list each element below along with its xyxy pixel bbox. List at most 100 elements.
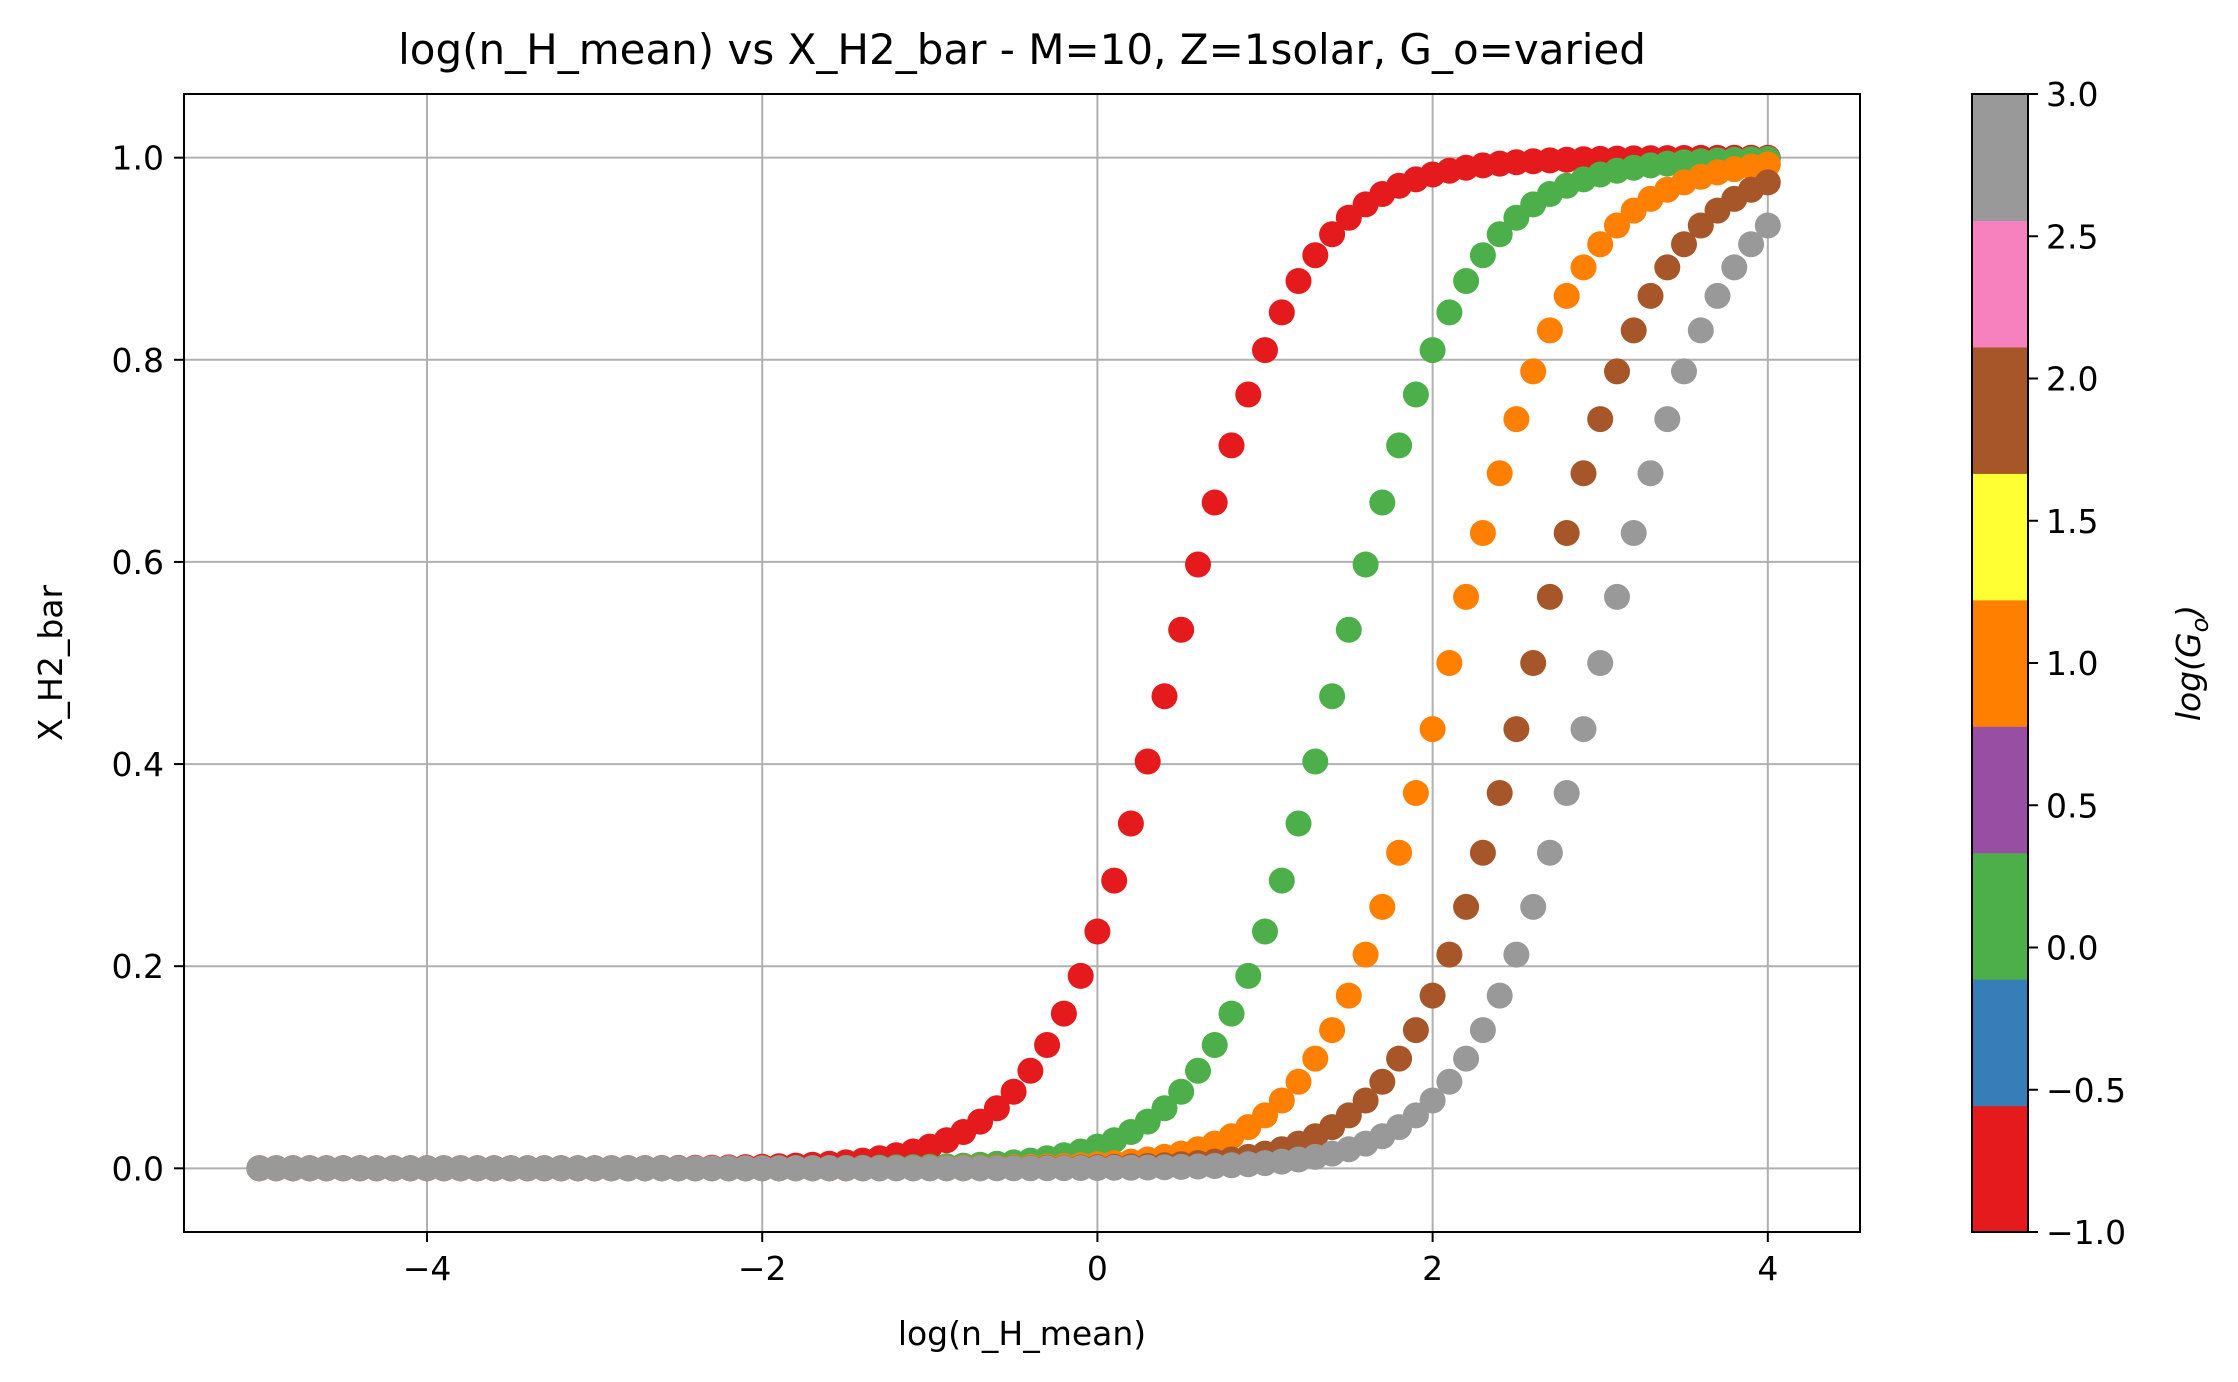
scatter-point xyxy=(1218,432,1245,459)
scatter-point xyxy=(1536,317,1563,344)
y-tick-label: 0.4 xyxy=(112,745,164,784)
scatter-point xyxy=(1101,867,1128,894)
scatter-point xyxy=(1553,520,1580,546)
colorbar-segment xyxy=(1972,852,2028,980)
scatter-point xyxy=(1687,317,1714,344)
colorbar-tick-label: 2.5 xyxy=(2046,217,2098,256)
scatter-point xyxy=(1671,358,1697,385)
scatter-point xyxy=(1570,254,1597,281)
scatter-point xyxy=(1503,716,1530,743)
scatter-point xyxy=(1050,1000,1077,1027)
scatter-point xyxy=(1302,242,1329,269)
scatter-point xyxy=(1671,231,1697,258)
scatter-point xyxy=(1738,231,1765,258)
x-tick-label: −2 xyxy=(738,1249,787,1288)
scatter-point xyxy=(1587,231,1614,258)
colorbar-segment xyxy=(1972,94,2028,222)
colorbar-tick-label: 0.5 xyxy=(2046,786,2098,825)
scatter-point xyxy=(1352,551,1379,578)
x-tick-label: −4 xyxy=(403,1249,452,1288)
scatter-point xyxy=(1402,1017,1429,1044)
colorbar-segment xyxy=(1972,473,2028,601)
scatter-point xyxy=(1084,918,1111,945)
scatter-point xyxy=(1436,299,1463,326)
scatter-point xyxy=(1486,221,1513,248)
scatter-point xyxy=(1117,810,1144,837)
scatter-point xyxy=(1604,212,1630,239)
plot-frame xyxy=(183,93,1861,1233)
scatter-point xyxy=(1386,1045,1413,1072)
scatter-point xyxy=(1553,282,1580,309)
colorbar-segment xyxy=(1972,979,2028,1107)
scatter-point xyxy=(1134,748,1161,775)
scatter-point xyxy=(1218,1000,1245,1027)
scatter-point xyxy=(1570,460,1597,487)
x-axis-label: log(n_H_mean) xyxy=(898,1314,1146,1353)
scatter-point xyxy=(1235,381,1262,408)
scatter-point xyxy=(1469,839,1496,866)
scatter-point xyxy=(1469,520,1496,546)
scatter-point xyxy=(1252,918,1278,945)
colorbar-segment xyxy=(1972,1105,2028,1233)
scatter-point xyxy=(1285,1068,1312,1095)
scatter-point xyxy=(1201,1032,1228,1058)
colorbar-segment xyxy=(1972,346,2028,474)
colorbar-label: log(Go) xyxy=(2169,605,2214,721)
x-axis: −4 −2 0 2 4 xyxy=(403,1232,1778,1288)
scatter-point xyxy=(1704,282,1731,309)
scatter-point xyxy=(1319,683,1346,710)
scatter-point xyxy=(1034,1032,1061,1058)
scatter-point xyxy=(1587,650,1614,676)
scatter-point xyxy=(1520,358,1547,385)
scatter-point xyxy=(1369,893,1396,920)
y-axis-label: X_H2_bar xyxy=(31,584,70,741)
scatter-point xyxy=(1252,337,1278,364)
scatter-point xyxy=(1285,268,1312,294)
colorbar-tick-label: 1.0 xyxy=(2046,644,2098,683)
scatter-point xyxy=(1587,406,1614,433)
scatter-point xyxy=(1168,1078,1195,1105)
scatter-point xyxy=(1319,221,1346,248)
colorbar-segment xyxy=(1972,726,2028,854)
scatter-point xyxy=(1453,1045,1480,1072)
scatter-point xyxy=(1369,1068,1396,1095)
scatter-point xyxy=(1570,716,1597,743)
scatter-point xyxy=(1302,1045,1329,1072)
scatter-point xyxy=(1453,893,1480,920)
scatter-point xyxy=(1754,151,1781,178)
scatter-point xyxy=(1151,1095,1178,1122)
scatter-point xyxy=(1436,941,1463,968)
scatter-point xyxy=(1637,460,1664,487)
scatter-point xyxy=(1754,212,1781,239)
scatter-point xyxy=(1369,489,1396,516)
colorbar-tick-label: 1.5 xyxy=(2046,502,2098,541)
scatter-point xyxy=(1637,282,1664,309)
scatter-point xyxy=(1620,317,1647,344)
scatter-point xyxy=(1386,432,1413,459)
scatter-point xyxy=(1604,583,1630,610)
scatter-point xyxy=(1319,1017,1346,1044)
scatter-point xyxy=(1754,169,1781,196)
scatter-point xyxy=(1503,406,1530,433)
scatter-point xyxy=(1000,1078,1027,1105)
scatter-point xyxy=(1419,337,1446,364)
scatter-point xyxy=(1419,716,1446,743)
colorbar xyxy=(1971,93,2029,1233)
scatter-point xyxy=(1302,748,1329,775)
scatter-point xyxy=(1536,583,1563,610)
scatter-point xyxy=(1520,650,1547,676)
scatter-point xyxy=(1436,650,1463,676)
scatter-points xyxy=(246,144,1781,1182)
scatter-point xyxy=(983,1095,1010,1122)
colorbar-axis: −1.0 −0.5 0.0 0.5 1.0 1.5 2.0 2.5 3.0 xyxy=(2028,75,2126,1252)
scatter-point xyxy=(1185,551,1211,578)
scatter-point xyxy=(1453,583,1480,610)
y-tick-label: 0.8 xyxy=(112,341,164,380)
scatter-point xyxy=(1721,254,1748,281)
scatter-point xyxy=(1402,381,1429,408)
scatter-point xyxy=(1235,962,1262,989)
x-tick-label: 2 xyxy=(1422,1249,1443,1288)
scatter-point xyxy=(1402,1102,1429,1129)
scatter-point xyxy=(1469,1017,1496,1044)
